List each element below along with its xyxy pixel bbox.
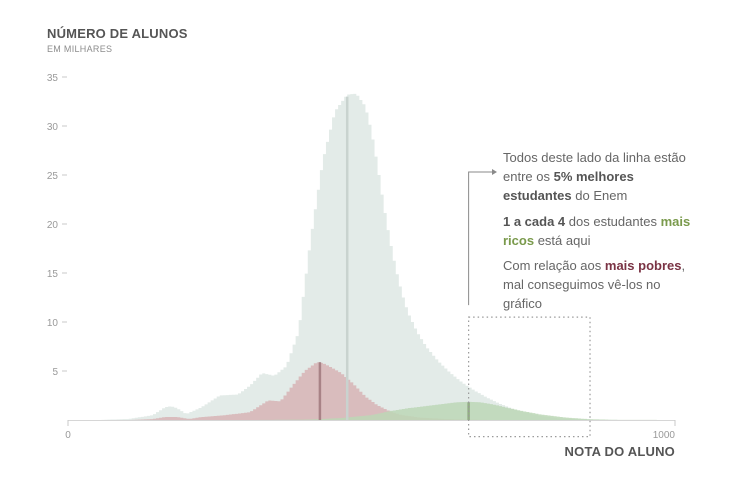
x-tick-layer: 0 1000 <box>65 420 676 441</box>
annotation-text: dos estudantes <box>565 214 661 229</box>
y-tick-label: 15 <box>47 269 59 280</box>
y-tick-layer: 5 10 15 20 25 30 35 <box>47 73 67 378</box>
series-area-2 <box>68 401 675 420</box>
annotation-text: , mal conseguimos vê-los no gráfico <box>503 258 686 311</box>
y-tick-label: 30 <box>47 122 59 133</box>
annotation-text: Com relação aos <box>503 258 605 273</box>
x-tick-label: 0 <box>65 430 71 441</box>
series-area-1 <box>68 362 675 420</box>
annotation-text: Todos deste lado da linha estão entre os <box>503 150 686 184</box>
annotation-highlight: 5% melhores estudantes <box>503 169 634 203</box>
annotation-text: está aqui <box>534 233 591 248</box>
annotation-arrowhead <box>492 169 497 175</box>
highlight-box <box>468 316 591 438</box>
annotation-highlight-green: mais ricos <box>503 214 691 248</box>
annotation-text: do Enem <box>571 188 628 203</box>
annotation-poorest: Com relação aos mais pobres, mal consegu… <box>503 256 703 313</box>
y-tick-label: 5 <box>52 367 58 378</box>
y-tick-label: 35 <box>47 73 59 84</box>
series-area-0 <box>68 93 675 420</box>
annotation-highlight: 1 a cada 4 <box>503 214 566 229</box>
y-axis-subtitle: EM MILHARES <box>47 44 113 54</box>
y-tick-label: 20 <box>47 220 59 231</box>
series-layer <box>68 93 675 420</box>
y-tick-label: 25 <box>47 171 59 182</box>
annotation-highlight-red: mais pobres <box>604 258 682 273</box>
x-tick-label: 1000 <box>653 430 676 441</box>
x-axis-title: NOTA DO ALUNO <box>564 444 675 459</box>
y-tick-label: 10 <box>47 318 59 329</box>
annotation-top-5-percent: Todos deste lado da linha estão entre os… <box>503 148 703 205</box>
annotation-connector <box>468 171 494 306</box>
annotation-richest: 1 a cada 4 dos estudantes mais ricos est… <box>503 212 703 250</box>
y-axis-title: NÚMERO DE ALUNOS <box>47 26 188 41</box>
